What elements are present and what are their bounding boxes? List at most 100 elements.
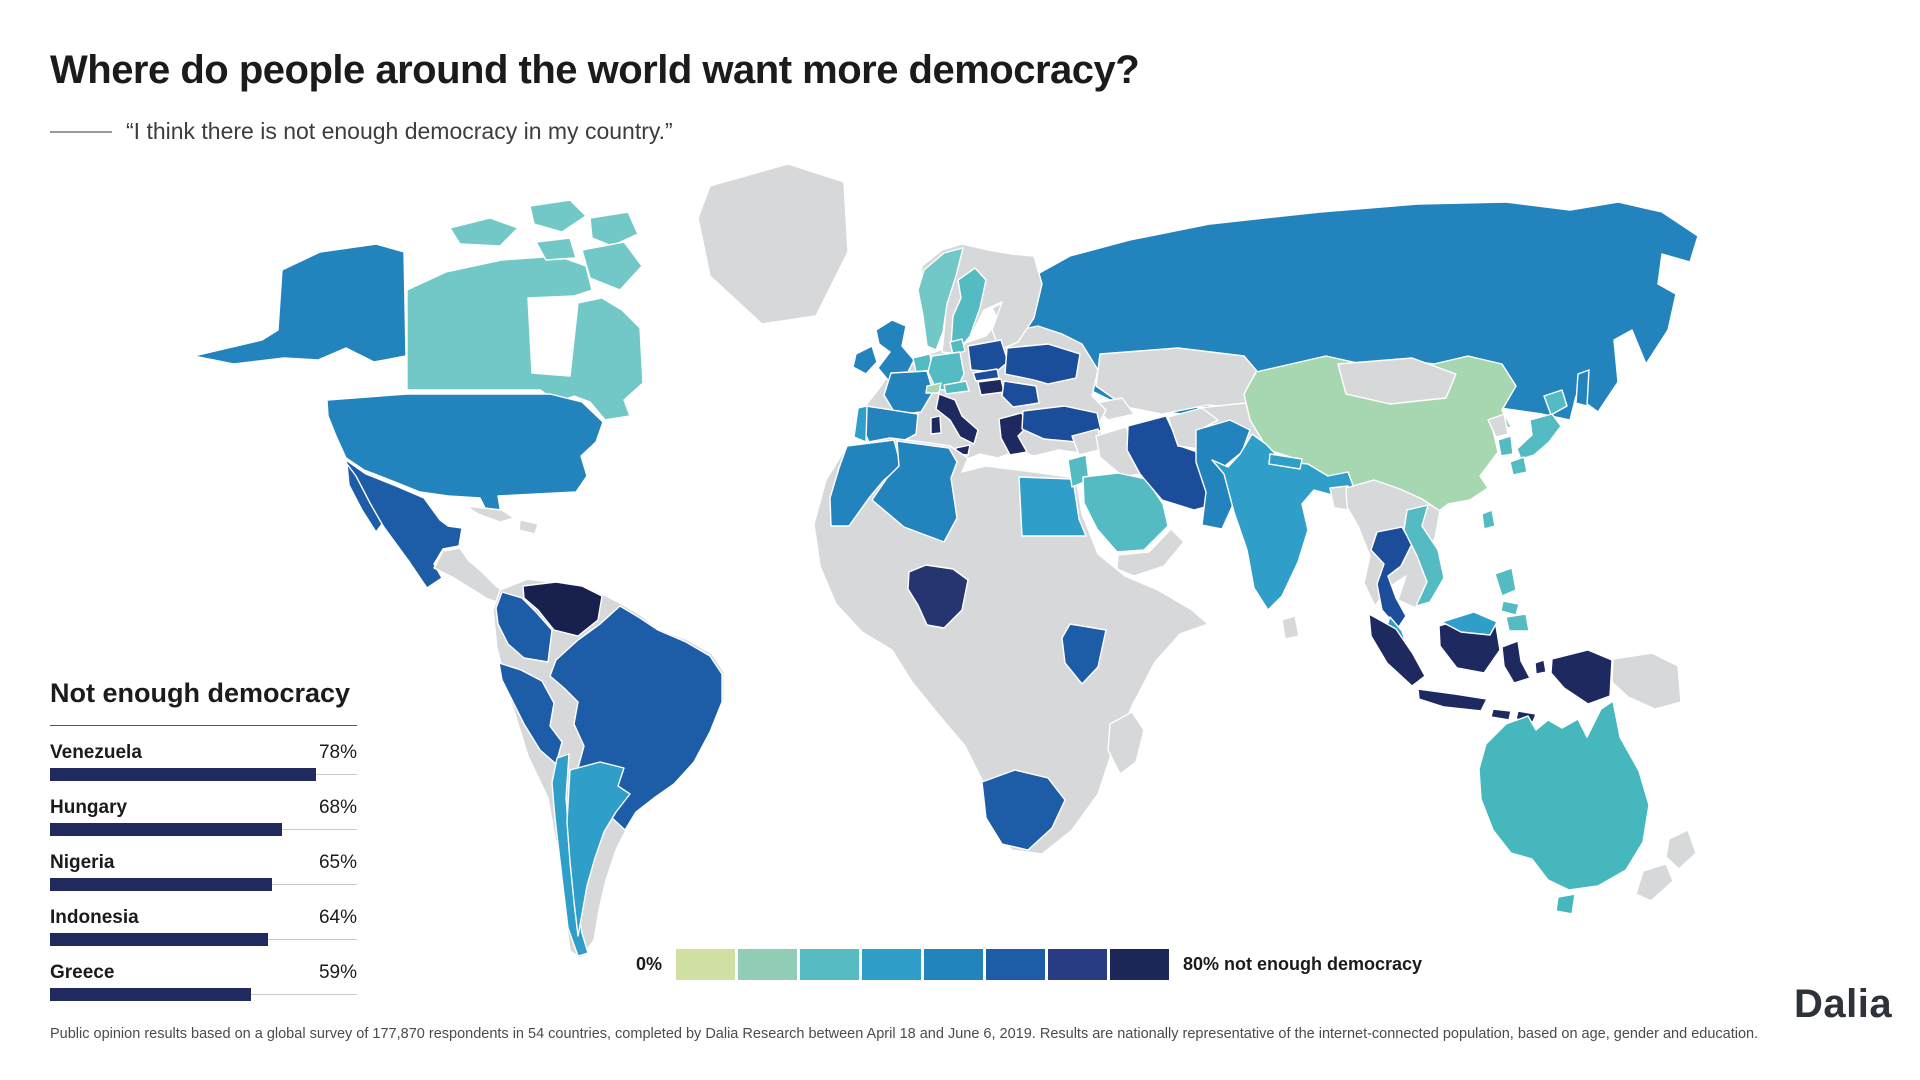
country-indonesia-sulawesi <box>1501 640 1531 684</box>
ranking-row: Nigeria 65% <box>50 852 357 891</box>
world-choropleth-map <box>150 158 1740 1008</box>
legend-swatch <box>800 949 860 980</box>
ranking-value-label: 68% <box>318 797 357 818</box>
country-philippines-mindanao <box>1505 613 1530 632</box>
ranking-bar-track <box>50 823 357 836</box>
country-greenland <box>697 163 849 325</box>
country-indonesia-papua <box>1550 649 1613 705</box>
country-egypt <box>1018 476 1087 537</box>
legend-max-label: 80% not enough democracy <box>1183 954 1423 974</box>
country-usa-alaska <box>193 243 407 365</box>
country-india <box>1211 433 1355 611</box>
ranking-panel: Not enough democracy Venezuela 78% Hungary… <box>50 678 357 1001</box>
ranking-value-label: 64% <box>318 907 357 928</box>
country-south-africa <box>981 769 1066 851</box>
ranking-country-label: Venezuela <box>50 742 142 763</box>
ranking-heading: Not enough democracy <box>50 678 351 708</box>
region-yemen-oman <box>1116 528 1185 577</box>
country-indonesia-java <box>1417 688 1488 712</box>
country-norway <box>917 247 964 351</box>
country-hungary <box>977 378 1005 396</box>
ranking-bar <box>50 823 282 836</box>
country-united-kingdom <box>875 319 915 381</box>
country-poland <box>967 339 1009 373</box>
country-ireland <box>852 345 878 375</box>
page-title: Where do people around the world want mo… <box>50 48 1140 92</box>
world-map-svg <box>193 163 1699 959</box>
country-sri-lanka <box>1281 615 1300 640</box>
ranking-row: Hungary 68% <box>50 797 357 836</box>
country-saudi-arabia <box>1082 472 1169 553</box>
country-japan-hokkaido <box>1543 389 1568 416</box>
country-peru <box>498 662 563 765</box>
dalia-logo: Dalia <box>1794 982 1893 1026</box>
legend-swatch <box>986 949 1046 980</box>
region-central-america-nodata <box>433 547 509 605</box>
source-note: Public opinion results based on a global… <box>50 1026 1759 1042</box>
ranking-bar <box>50 933 269 946</box>
legend-swatches <box>676 949 1170 980</box>
country-portugal <box>853 405 868 443</box>
country-canada-island-1 <box>449 217 519 247</box>
subtitle-row: “I think there is not enough democracy i… <box>50 118 673 145</box>
legend-swatch <box>1110 949 1170 980</box>
country-new-zealand-south <box>1635 863 1674 902</box>
country-south-korea <box>1497 435 1514 457</box>
quote-dash-line <box>50 130 112 133</box>
country-austria <box>943 380 970 395</box>
country-romania <box>1001 380 1040 408</box>
country-australia <box>1478 700 1650 891</box>
country-indonesia-maluku <box>1534 659 1547 675</box>
ranking-value-label: 59% <box>318 962 357 983</box>
country-nigeria <box>907 564 969 629</box>
country-new-zealand-north <box>1665 829 1697 870</box>
country-cuba <box>465 505 515 523</box>
country-argentina <box>566 761 631 937</box>
country-mexico-baja <box>346 463 383 533</box>
country-kenya <box>1061 623 1107 685</box>
ranking-row: Greece 59% <box>50 962 357 1001</box>
country-venezuela <box>522 581 603 637</box>
legend-swatch <box>738 949 798 980</box>
country-indonesia-lesser-sunda-1 <box>1490 708 1512 721</box>
country-taiwan <box>1481 509 1496 530</box>
ranking-bar-track <box>50 768 357 781</box>
country-malaysia-borneo <box>1441 611 1498 636</box>
country-papua-new-guinea <box>1611 652 1682 710</box>
ranking-bar-track <box>50 933 357 946</box>
country-canada-island-4 <box>535 237 577 261</box>
country-philippines-visayas <box>1500 600 1520 616</box>
ranking-bar-track <box>50 988 357 1001</box>
ranking-country-label: Nigeria <box>50 852 115 873</box>
ranking-bar <box>50 988 252 1001</box>
country-france <box>883 370 934 416</box>
country-italy <box>935 393 979 445</box>
ranking-bar-track <box>50 878 357 891</box>
country-ukraine <box>1004 343 1081 385</box>
country-mongolia <box>1337 357 1457 405</box>
country-colombia <box>495 591 553 663</box>
country-canada-island-3 <box>589 211 639 247</box>
legend-swatch <box>1048 949 1108 980</box>
country-canada-island-2 <box>529 199 587 233</box>
legend-swatch <box>862 949 922 980</box>
legend-swatch <box>924 949 984 980</box>
legend-swatch <box>676 949 736 980</box>
country-algeria <box>871 440 958 543</box>
ranking-country-label: Hungary <box>50 797 128 818</box>
country-denmark <box>949 338 966 356</box>
ranking-bar <box>50 878 272 891</box>
country-australia-tasmania <box>1555 893 1576 915</box>
ranking-bar <box>50 768 317 781</box>
country-italy-sardinia <box>930 415 942 435</box>
country-indonesia-sumatra <box>1368 613 1426 687</box>
ranking-country-label: Greece <box>50 962 115 983</box>
country-nepal <box>1268 453 1303 470</box>
country-canada-baffin <box>581 241 643 291</box>
country-slovakia <box>972 368 1000 382</box>
country-japan-kyushu <box>1509 456 1528 476</box>
country-vietnam <box>1403 504 1445 607</box>
legend-min-label: 0% <box>636 954 663 974</box>
region-hispaniola <box>518 519 539 535</box>
